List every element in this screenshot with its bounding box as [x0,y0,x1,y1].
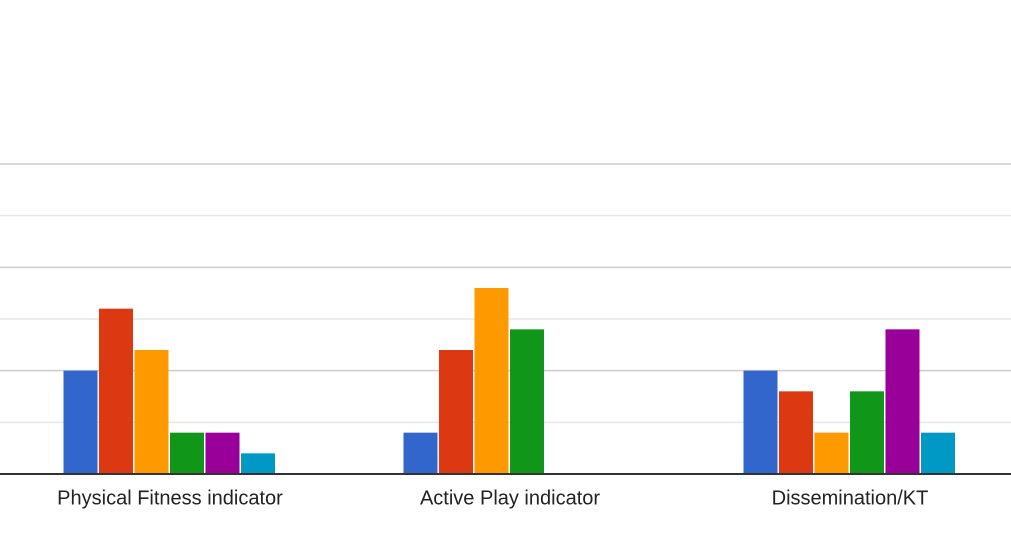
bar [510,329,544,474]
bar [403,432,438,474]
bar [439,350,473,474]
bar [779,391,813,474]
x-tick-label: Physical Fitness indicator [57,487,283,509]
bar [474,288,509,474]
bar [170,432,204,474]
bar [134,350,169,474]
bar [814,432,849,474]
x-tick-label: Dissemination/KT [772,487,929,509]
bar [743,370,778,474]
bar [241,453,275,474]
x-tick-label: Active Play indicator [420,487,600,509]
bar [99,308,133,474]
bar [63,370,98,474]
bar [205,432,240,474]
bar [885,329,920,474]
bar [850,391,884,474]
bar [921,432,955,474]
